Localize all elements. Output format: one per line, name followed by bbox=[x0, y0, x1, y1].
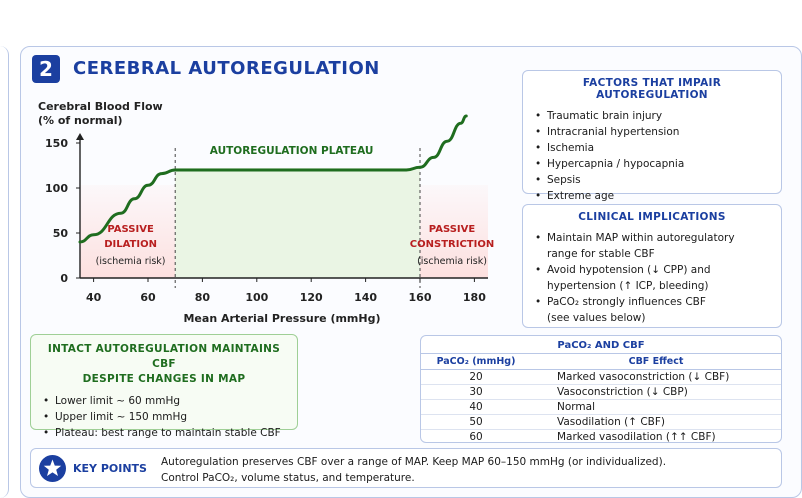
item-line: PaCO₂ strongly influences CBF bbox=[547, 296, 706, 308]
passive-constriction-label: CONSTRICTION bbox=[410, 239, 494, 250]
x-tick-label: 100 bbox=[245, 291, 268, 304]
item-line: Maintain MAP within autoregulatory bbox=[547, 232, 735, 244]
list-item: Avoid hypotension (↓ CPP) and hypertensio… bbox=[531, 262, 773, 294]
item-line: range for stable CBF bbox=[547, 248, 655, 260]
cbf-effect: Normal bbox=[531, 399, 781, 415]
y-tick-label: 50 bbox=[53, 227, 69, 240]
x-axis-label: Mean Arterial Pressure (mmHg) bbox=[183, 312, 380, 325]
y-axis-arrow bbox=[76, 133, 84, 140]
key-points-line2: Control PaCO₂, volume status, and temper… bbox=[161, 472, 415, 484]
cbf-effect: Marked vasodilation (↑↑ CBF) bbox=[557, 431, 716, 443]
list-item: Intracranial hypertension bbox=[531, 124, 773, 140]
cbf-effect: Vasodilation (↑ CBF) bbox=[531, 414, 781, 430]
paco2-value: 20 bbox=[421, 369, 531, 385]
x-tick-label: 180 bbox=[463, 291, 486, 304]
x-tick-label: 80 bbox=[195, 291, 211, 304]
x-tick-label: 160 bbox=[409, 291, 432, 304]
cbf-effect: Vasoconstriction (↓ CBP) bbox=[531, 384, 781, 400]
paco2-table: PaCO₂ (mmHg) CBF Effect 20 Marked vasocon… bbox=[421, 354, 781, 444]
list-item: PaCO₂ strongly influences CBF (see values… bbox=[531, 294, 773, 326]
table-row: 30 Vasoconstriction (↓ CBP) bbox=[421, 384, 781, 400]
table-row: 40 Normal bbox=[421, 399, 781, 415]
plateau-label: AUTOREGULATION PLATEAU bbox=[210, 145, 374, 157]
list-item: Ischemia bbox=[531, 140, 773, 156]
paco2-value: 50 bbox=[421, 414, 531, 430]
intact-title-line1: INTACT AUTOREGULATION MAINTAINS CBF bbox=[47, 343, 281, 370]
key-points-line1: Autoregulation preserves CBF over a rang… bbox=[161, 456, 667, 468]
plateau-region bbox=[175, 168, 420, 278]
cbf-curve bbox=[78, 114, 468, 244]
passive-dilation-label: DILATION bbox=[104, 239, 157, 250]
item-line: (see values below) bbox=[547, 312, 646, 324]
paco2-value: 40 bbox=[421, 399, 531, 415]
x-tick-label: 40 bbox=[86, 291, 102, 304]
section-title: CEREBRAL AUTOREGULATION bbox=[73, 58, 380, 79]
paco2-value: 30 bbox=[421, 384, 531, 400]
table-row: 20 Marked vasoconstriction (↓ CBF) bbox=[421, 369, 781, 385]
intact-autoregulation-card: INTACT AUTOREGULATION MAINTAINS CBF DESP… bbox=[30, 334, 298, 441]
impair-factors-title: FACTORS THAT IMPAIR AUTOREGULATION bbox=[582, 77, 722, 101]
item-line: Avoid hypotension (↓ CPP) and bbox=[547, 264, 711, 276]
left-panel-edge bbox=[0, 46, 9, 498]
key-points-bar: KEY POINTS Autoregulation preserves CBF … bbox=[30, 448, 782, 488]
list-item: Upper limit ~ 150 mmHg bbox=[39, 409, 289, 425]
y-axis-label-line1: Cerebral Blood Flow bbox=[38, 100, 163, 113]
list-item: Plateau: best range to maintain stable C… bbox=[39, 425, 289, 441]
key-points-text: Autoregulation preserves CBF over a rang… bbox=[161, 454, 666, 486]
impair-factors-card: FACTORS THAT IMPAIR AUTOREGULATION Traum… bbox=[522, 70, 782, 204]
key-points-label: KEY POINTS bbox=[73, 462, 147, 475]
clinical-implications-title: CLINICAL IMPLICATIONS bbox=[578, 211, 726, 223]
passive-constriction-note: (ischemia risk) bbox=[417, 256, 487, 267]
list-item: Maintain MAP within autoregulatory range … bbox=[531, 230, 773, 262]
passive-dilation-label: PASSIVE bbox=[107, 224, 154, 235]
paco2-value: 60 bbox=[469, 431, 483, 443]
y-axis-label-line2: (% of normal) bbox=[38, 114, 123, 127]
clinical-implications-card: CLINICAL IMPLICATIONS Maintain MAP withi… bbox=[522, 204, 782, 328]
paco2-table-title: PaCO₂ AND CBF bbox=[421, 336, 781, 354]
paco2-cbf-card: PaCO₂ AND CBF PaCO₂ (mmHg) CBF Effect 20… bbox=[420, 335, 782, 443]
list-item: Hypercapnia / hypocapnia bbox=[531, 156, 773, 172]
x-tick-label: 140 bbox=[354, 291, 377, 304]
list-item: Traumatic brain injury bbox=[531, 108, 773, 124]
intact-title-line2: DESPITE CHANGES IN MAP bbox=[82, 373, 246, 385]
y-tick-label: 150 bbox=[45, 137, 68, 150]
x-tick-label: 120 bbox=[300, 291, 323, 304]
item-line: hypertension (↑ ICP, bleeding) bbox=[547, 280, 709, 292]
y-tick-label: 0 bbox=[60, 272, 68, 285]
section-number-badge: 2 bbox=[32, 55, 60, 83]
passive-dilation-region bbox=[80, 185, 176, 278]
passive-dilation-note: (ischemia risk) bbox=[96, 256, 166, 267]
list-item: Extreme age bbox=[531, 188, 773, 204]
autoregulation-chart: 0 50 100 150 40 60 80 100 120 140 160 180 Mean Arter… bbox=[45, 114, 494, 325]
column-header-paco2: PaCO₂ (mmHg) bbox=[421, 354, 531, 370]
cbf-effect: Marked vasoconstriction (↓ CBF) bbox=[531, 369, 781, 385]
table-row: 60 Marked vasodilation (↑↑ CBF) bbox=[421, 430, 781, 445]
list-item: Sepsis bbox=[531, 172, 773, 188]
star-icon bbox=[39, 455, 66, 482]
passive-constriction-label: PASSIVE bbox=[429, 224, 476, 235]
list-item: Lower limit ~ 60 mmHg bbox=[39, 393, 289, 409]
y-tick-label: 100 bbox=[45, 182, 68, 195]
passive-constriction-region bbox=[420, 185, 488, 278]
table-row: 50 Vasodilation (↑ CBF) bbox=[421, 414, 781, 430]
column-header-cbf-effect: CBF Effect bbox=[531, 354, 781, 370]
x-tick-label: 60 bbox=[140, 291, 156, 304]
